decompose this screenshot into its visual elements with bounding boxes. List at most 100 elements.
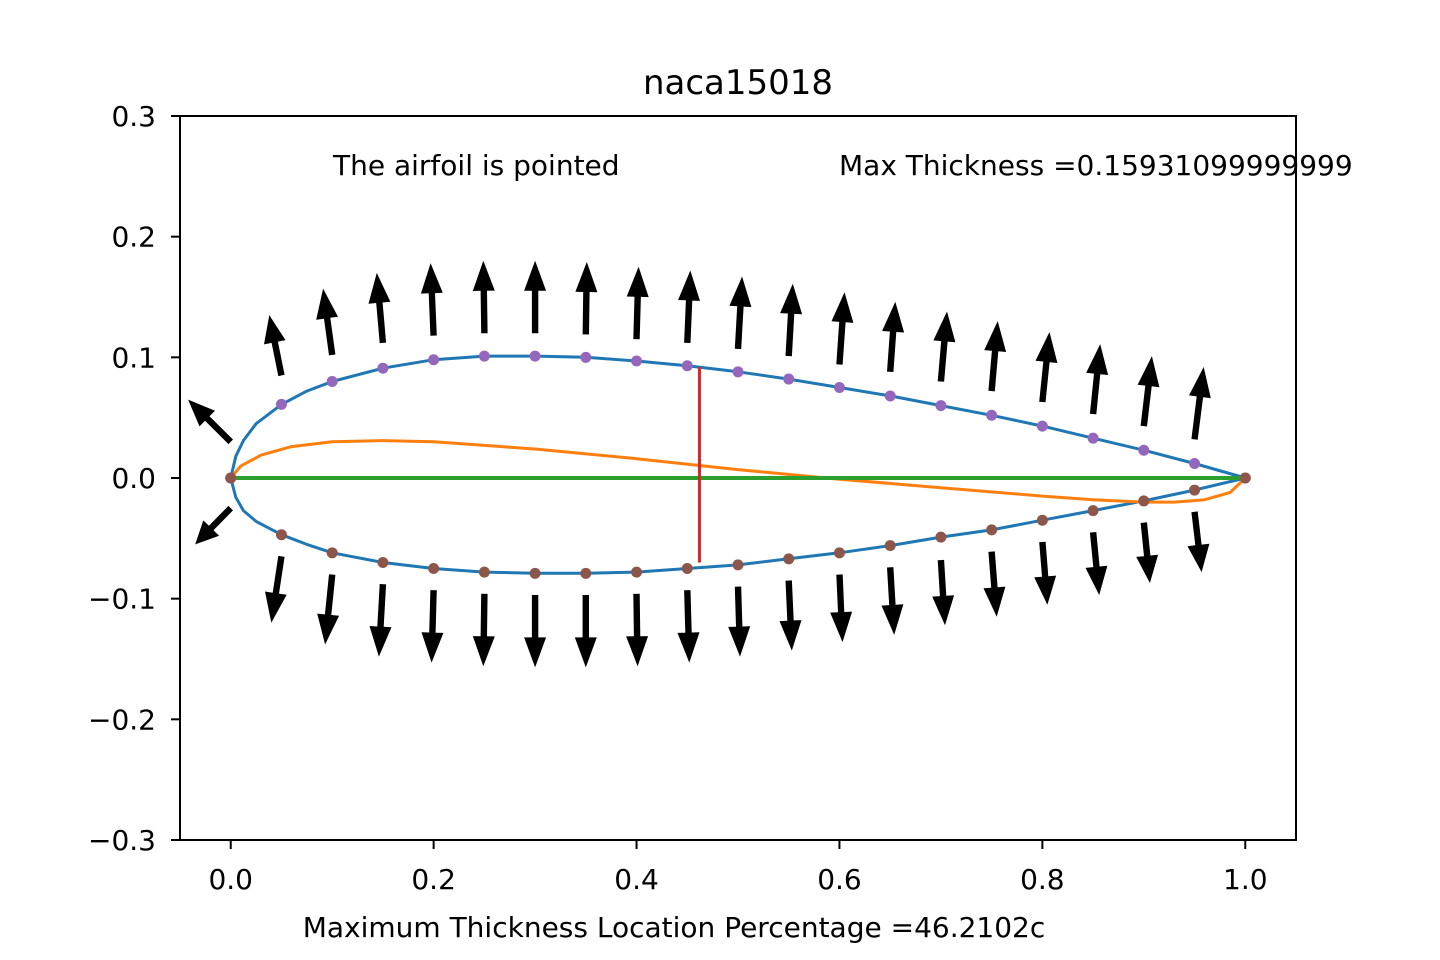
normal-arrow-upper [575, 262, 598, 335]
lower-point [326, 547, 338, 559]
x-tick-label: 1.0 [1223, 863, 1268, 896]
y-tick-label: 0.1 [111, 341, 156, 374]
lower-point [428, 563, 440, 574]
x-tick-label: 0.0 [208, 863, 253, 896]
normal-arrow-lower [369, 584, 392, 657]
upper-point [1087, 432, 1099, 444]
camber-line [229, 439, 1247, 504]
lower-point [1138, 495, 1150, 507]
lower-point [377, 556, 389, 568]
upper-point [580, 351, 592, 363]
normal-arrow-lower [932, 559, 955, 626]
normal-arrow-upper [524, 260, 547, 334]
upper-point [884, 390, 896, 402]
y-tick-label: −0.3 [88, 824, 156, 857]
normal-arrow-upper [188, 399, 233, 445]
upper-point [478, 350, 490, 362]
y-axis: 0.3 0.2 0.1 0.0 −0.1 −0.2 −0.3 [88, 100, 180, 857]
chart-title: naca15018 [643, 63, 833, 103]
normal-arrow-upper [626, 266, 649, 340]
upper-point [732, 366, 744, 378]
normal-arrow-lower [779, 580, 802, 651]
annotation-pointed: The airfoil is pointed [332, 149, 620, 182]
lower-point [732, 559, 744, 571]
upper-point [1189, 458, 1201, 470]
y-tick-label: 0.0 [111, 462, 156, 495]
normal-arrow-lower [524, 595, 547, 668]
lower-point [783, 553, 795, 565]
x-axis-label: Maximum Thickness Location Percentage =4… [303, 911, 1046, 944]
normal-arrow-upper [729, 276, 752, 350]
normal-arrow-lower [1034, 541, 1057, 605]
lower-point [1239, 472, 1251, 484]
lower-point [884, 540, 896, 552]
x-tick-label: 0.4 [614, 863, 659, 896]
annotation-max-thickness: Max Thickness =0.15931099999999 [839, 149, 1353, 182]
upper-point [275, 398, 287, 410]
normal-arrow-lower [830, 574, 853, 643]
normal-arrow-upper [933, 311, 956, 382]
normal-arrow-upper [831, 292, 854, 365]
y-tick-label: −0.2 [88, 703, 156, 736]
lower-point [1036, 514, 1048, 526]
normal-arrow-lower [1085, 532, 1108, 595]
normal-vectors [188, 260, 1211, 668]
lower-point [275, 529, 287, 541]
lower-point [986, 524, 998, 536]
normal-arrow-lower [728, 586, 751, 657]
y-tick-label: 0.2 [111, 221, 156, 254]
x-axis: 0.0 0.2 0.4 0.6 0.8 1.0 [208, 840, 1268, 896]
normal-arrow-upper [882, 301, 905, 372]
normal-arrow-upper [1035, 332, 1058, 403]
normal-arrow-upper [780, 283, 803, 357]
upper-point [681, 360, 693, 372]
upper-point [783, 373, 795, 385]
normal-arrow-lower [574, 595, 597, 668]
normal-arrow-upper [984, 321, 1007, 392]
normal-arrow-upper [1137, 356, 1160, 427]
lower-point [580, 567, 592, 579]
normal-arrow-upper [420, 263, 443, 336]
upper-point [935, 400, 947, 412]
x-tick-label: 0.2 [411, 863, 456, 896]
y-tick-label: 0.3 [111, 100, 156, 133]
upper-point [1036, 420, 1048, 432]
surface-points [225, 350, 1251, 579]
lower-point [478, 566, 490, 578]
upper-point [833, 382, 845, 393]
normal-arrow-lower [472, 593, 495, 667]
upper-point [428, 354, 440, 366]
upper-point [986, 409, 998, 421]
lower-point [1189, 484, 1201, 496]
upper-point [529, 350, 541, 362]
upper-point [1138, 444, 1150, 456]
normal-arrow-lower [677, 590, 700, 663]
normal-arrow-lower [1187, 511, 1210, 573]
normal-arrow-lower [626, 593, 649, 667]
normal-arrow-lower [1136, 522, 1159, 583]
x-tick-label: 0.8 [1020, 863, 1065, 896]
lower-point [833, 547, 845, 559]
lower-point [1087, 505, 1099, 517]
normal-arrow-upper [368, 272, 391, 344]
normal-arrow-lower [317, 574, 340, 645]
lower-point [631, 566, 643, 578]
upper-point [326, 375, 338, 387]
normal-arrow-lower [195, 505, 233, 545]
normal-arrow-upper [316, 288, 338, 356]
normal-arrow-lower [421, 590, 444, 663]
normal-arrow-upper [264, 315, 286, 377]
lower-point [681, 563, 693, 574]
normal-arrow-upper [472, 260, 495, 334]
normal-arrow-lower [881, 567, 904, 635]
upper-point [377, 362, 389, 374]
lower-point [225, 472, 237, 484]
lower-point [529, 567, 541, 579]
x-tick-label: 0.6 [817, 863, 862, 896]
normal-arrow-upper [1086, 344, 1109, 415]
normal-arrow-upper [678, 270, 700, 343]
upper-point [631, 355, 643, 367]
y-tick-label: −0.1 [88, 583, 156, 616]
normal-arrow-upper [1189, 367, 1211, 440]
